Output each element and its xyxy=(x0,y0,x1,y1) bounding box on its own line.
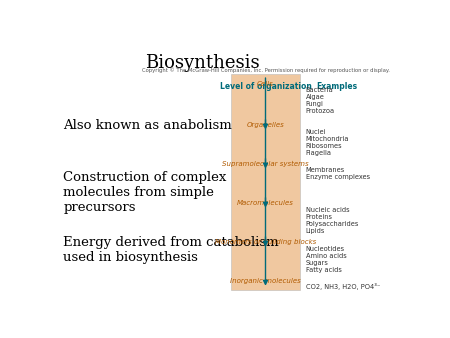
Text: Biosynthesis: Biosynthesis xyxy=(145,54,260,72)
Text: Examples: Examples xyxy=(316,82,357,91)
Text: Monomers or building blocks: Monomers or building blocks xyxy=(215,239,316,245)
Text: Construction of complex
molecules from simple
precursors: Construction of complex molecules from s… xyxy=(63,171,227,214)
Text: Inorganic molecules: Inorganic molecules xyxy=(230,278,301,284)
Text: Cells: Cells xyxy=(257,80,274,87)
Text: Macromolecules: Macromolecules xyxy=(237,200,294,206)
Text: Supramolecular systems: Supramolecular systems xyxy=(222,161,309,167)
Text: Nucleotides
Amino acids
Sugars
Fatty acids: Nucleotides Amino acids Sugars Fatty aci… xyxy=(306,246,346,273)
Text: Organelles: Organelles xyxy=(247,122,284,128)
Text: Copyright © The McGraw-Hill Companies, Inc. Permission required for reproduction: Copyright © The McGraw-Hill Companies, I… xyxy=(142,68,389,73)
Text: Energy derived from catabolism
used in biosynthesis: Energy derived from catabolism used in b… xyxy=(63,236,279,264)
Text: Membranes
Enzyme complexes: Membranes Enzyme complexes xyxy=(306,167,370,180)
Text: Also known as anabolism: Also known as anabolism xyxy=(63,119,232,131)
Text: Level of organization: Level of organization xyxy=(220,82,311,91)
Text: CO2, NH3, H2O, PO4³⁻: CO2, NH3, H2O, PO4³⁻ xyxy=(306,283,380,290)
Text: Bacteria
Algae
Fungi
Protozoa: Bacteria Algae Fungi Protozoa xyxy=(306,88,335,114)
Text: Nucleic acids
Proteins
Polysaccharides
Lipids: Nucleic acids Proteins Polysaccharides L… xyxy=(306,207,359,234)
Bar xyxy=(230,74,301,290)
Text: Nuclei
Mitochondria
Ribosomes
Flagella: Nuclei Mitochondria Ribosomes Flagella xyxy=(306,129,349,156)
